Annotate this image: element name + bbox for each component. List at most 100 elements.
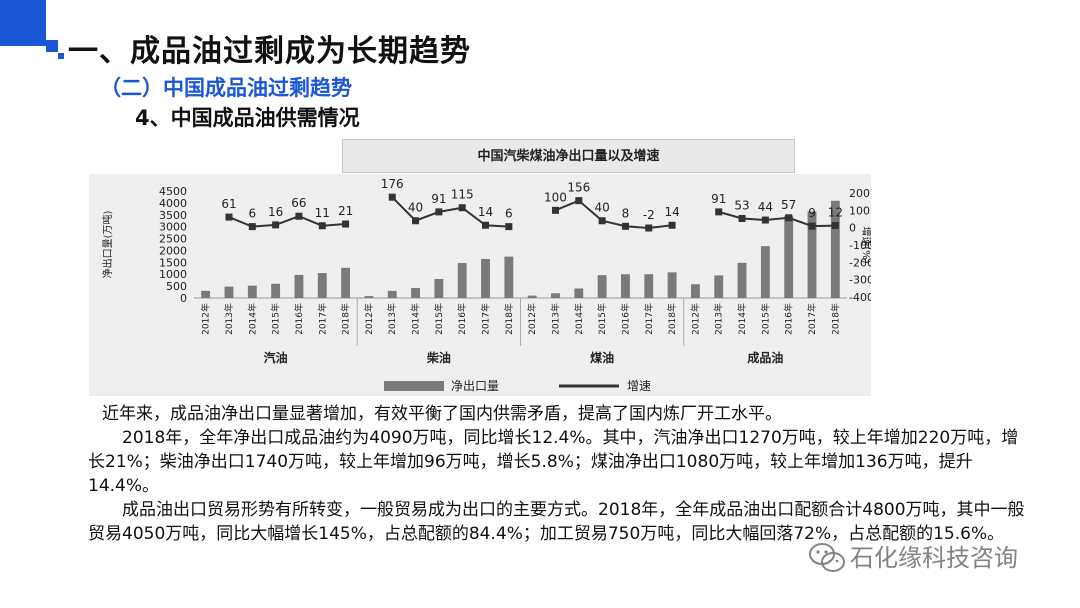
paragraph-intro: 近年来，成品油净出口量显著增加，有效平衡了国内供需矛盾，提高了国内炼厂开工水平。 [102,404,782,424]
x-tick-label: 2012年 [689,303,701,335]
y-tick-label: 2500 [159,233,187,246]
legend-line-label: 增速 [627,379,651,393]
bar-煤油-2014年 [574,288,584,298]
bar-柴油-2015年 [434,278,444,298]
y-tick-label: 4000 [159,197,187,210]
legend-bar-label: 净出口量 [451,379,499,393]
bar-成品油-2012年 [690,284,700,298]
x-tick-label: 2016年 [619,303,631,335]
bar-汽油-2016年 [294,274,304,298]
growth-marker-煤油-2013年 [551,206,559,214]
growth-data-label: 16 [268,205,283,219]
y-tick-label: 3000 [159,221,187,234]
growth-marker-煤油-2016年 [621,222,629,230]
growth-data-label: 57 [781,198,796,212]
y-tick-label: 2000 [159,244,187,257]
growth-marker-汽油-2017年 [318,222,326,230]
y2-axis-label: 增速(%) [860,226,871,263]
growth-marker-成品油-2017年 [808,222,816,230]
group-label-汽油: 汽油 [264,350,288,365]
growth-data-label: 8 [622,206,630,220]
y2-tick-label: -100 [849,239,871,252]
y-tick-label: 1000 [159,268,187,281]
group-label-柴油: 柴油 [426,350,451,365]
x-tick-label: 2016年 [783,303,795,335]
growth-data-label: 12 [828,206,843,220]
x-tick-label: 2017年 [806,303,818,335]
growth-marker-成品油-2016年 [785,214,793,222]
growth-marker-汽油-2014年 [248,223,256,231]
growth-data-label: 91 [431,192,446,206]
bar-汽油-2017年 [317,273,327,298]
bar-煤油-2013年 [551,293,560,298]
growth-line-汽油 [228,215,346,228]
growth-data-label: 44 [758,200,773,214]
x-tick-label: 2014年 [246,303,258,335]
x-tick-label: 2016年 [293,303,305,335]
growth-marker-成品油-2015年 [761,216,769,224]
chart-title: 中国汽柴煤油净出口量以及增速 [342,139,795,173]
corner-decoration-large [0,0,46,46]
x-tick-label: 2013年 [549,303,561,335]
growth-line-柴油 [391,196,509,228]
section-subtitle: （二）中国成品油过剩趋势 [100,76,352,100]
growth-marker-汽油-2016年 [295,212,303,220]
watermark-text: 石化缘科技咨询 [850,544,1018,572]
x-tick-label: 2015年 [596,303,608,335]
x-tick-label: 2018年 [340,303,352,335]
growth-data-label: 6 [248,207,256,221]
growth-marker-成品油-2013年 [715,208,723,216]
bar-成品油-2016年 [784,215,794,298]
growth-marker-煤油-2017年 [645,224,653,232]
bar-柴油-2016年 [457,263,467,298]
growth-marker-汽油-2015年 [272,221,280,229]
growth-marker-汽油-2013年 [225,213,233,221]
growth-line-成品油 [718,210,836,228]
x-tick-label: 2012年 [363,303,375,335]
growth-line-煤油 [555,199,673,230]
growth-data-label: 14 [478,205,493,219]
y-tick-label: 3500 [159,209,187,222]
y-tick-label: 0 [180,292,187,305]
x-tick-label: 2017年 [480,303,492,335]
x-tick-label: 2013年 [223,303,235,335]
growth-data-label: 61 [221,197,236,211]
y-tick-label: 1500 [159,256,187,269]
growth-data-label: 115 [451,188,474,202]
growth-data-label: 11 [315,206,330,220]
growth-data-label: 156 [567,181,590,195]
growth-data-label: 66 [291,196,306,210]
growth-marker-煤油-2018年 [668,221,676,229]
bar-成品油-2018年 [830,200,840,298]
section-subsubtitle: 4、中国成品油供需情况 [135,106,360,130]
x-tick-label: 2015年 [433,303,445,335]
body-text: 近年来，成品油净出口量显著增加，有效平衡了国内供需矛盾，提高了国内炼厂开工水平。… [88,402,1033,546]
growth-marker-柴油-2014年 [412,217,420,225]
bar-柴油-2014年 [411,288,420,298]
x-tick-label: 2013年 [386,303,398,335]
bar-煤油-2016年 [621,274,630,298]
growth-marker-煤油-2014年 [575,197,583,205]
bar-汽油-2018年 [341,267,351,298]
growth-marker-汽油-2018年 [342,220,350,228]
bar-汽油-2012年 [201,290,211,298]
y2-tick-label: 0 [849,222,856,235]
bar-煤油-2018年 [667,272,677,298]
growth-marker-柴油-2017年 [482,221,490,229]
bar-煤油-2017年 [644,274,654,298]
bar-柴油-2012年 [364,296,374,298]
growth-data-label: 53 [734,198,749,212]
bar-汽油-2015年 [271,283,281,298]
slide-title: 一、成品油过剩成为长期趋势 [68,34,471,69]
paragraph-2018-exports: 2018年，全年净出口成品油约为4090万吨，同比增长12.4%。其中，汽油净出… [88,428,1019,496]
growth-marker-柴油-2016年 [458,204,466,212]
x-tick-label: 2012年 [200,303,212,335]
x-tick-label: 2017年 [643,303,655,335]
y-tick-label: 4500 [159,185,187,198]
growth-data-label: 14 [664,205,679,219]
bar-成品油-2013年 [714,275,724,298]
bar-煤油-2015年 [597,275,607,298]
x-tick-label: 2016年 [456,303,468,335]
corner-decoration-small [58,53,64,59]
growth-data-label: 21 [338,204,353,218]
